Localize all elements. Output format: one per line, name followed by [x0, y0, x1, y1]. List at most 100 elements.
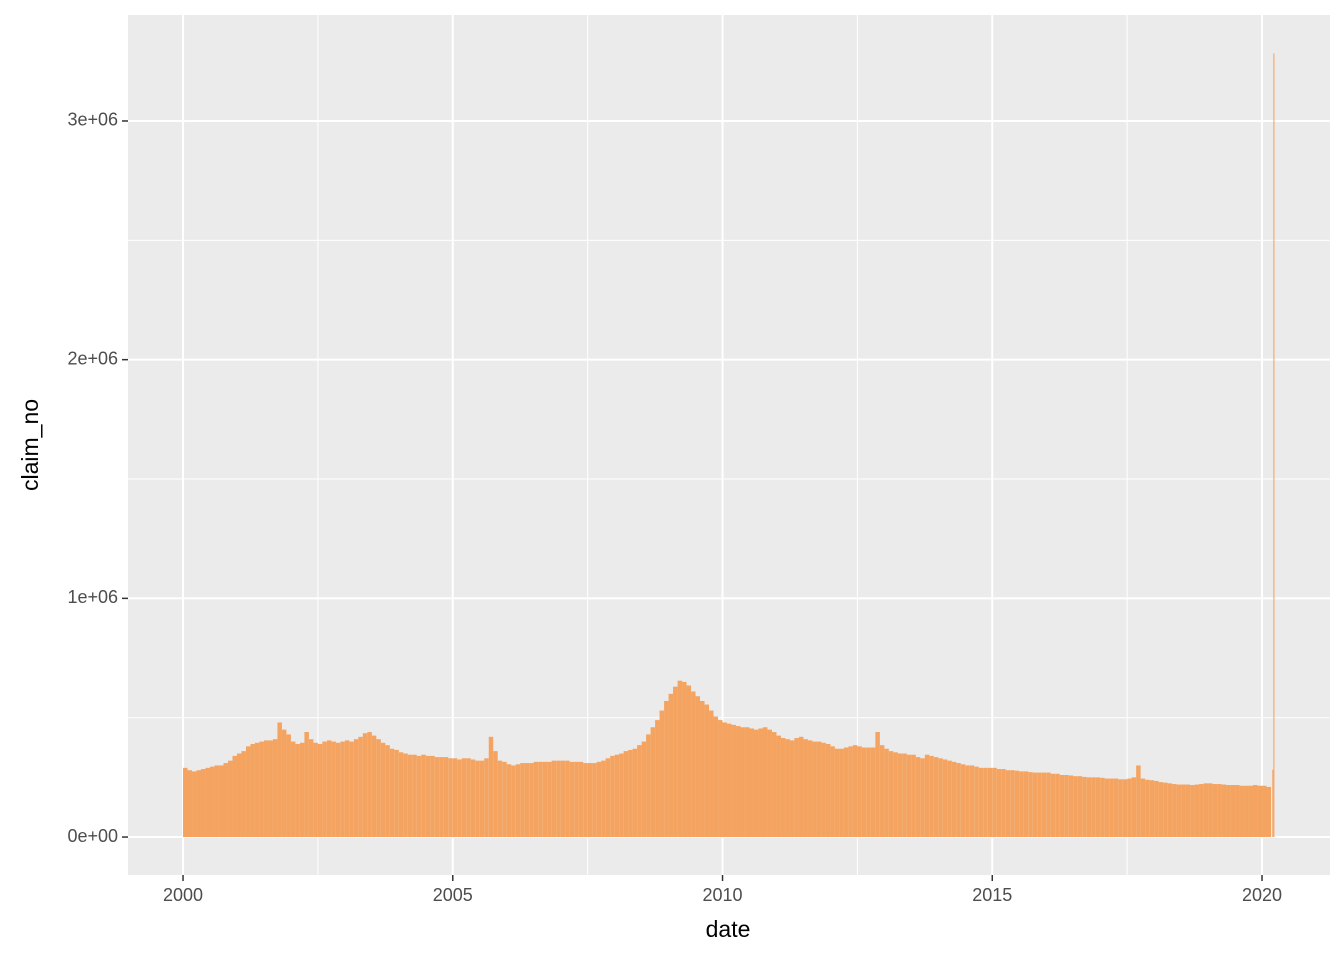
y-tick-label: 1e+06 [67, 587, 118, 607]
bar [857, 746, 862, 838]
bar [861, 747, 867, 838]
bar [812, 741, 817, 838]
bar [376, 739, 381, 838]
bar [295, 743, 300, 838]
bar [1037, 772, 1042, 838]
bar [389, 748, 395, 838]
bar [655, 720, 660, 838]
bar [506, 764, 512, 838]
bar [1203, 783, 1209, 838]
bar [1244, 785, 1249, 838]
bar [569, 761, 575, 838]
bar [1163, 782, 1168, 838]
bar [794, 737, 799, 838]
bar [1041, 772, 1047, 838]
bar [538, 761, 543, 838]
y-axis-title: claim_no [17, 399, 43, 491]
bar [475, 760, 480, 838]
bar [362, 733, 368, 838]
bar [1172, 784, 1177, 838]
bar [614, 754, 620, 838]
bar [524, 763, 530, 838]
bar [1154, 780, 1159, 838]
bar [1005, 770, 1011, 838]
bar [902, 753, 907, 838]
bar [920, 758, 925, 838]
bar [245, 746, 251, 838]
bar [1176, 784, 1182, 838]
bar [969, 765, 975, 838]
bar [695, 696, 701, 838]
bar [560, 760, 566, 838]
bar [1091, 777, 1096, 838]
bar [578, 761, 584, 838]
bar [574, 761, 579, 838]
bar [960, 764, 966, 838]
bar [897, 753, 903, 838]
bar [556, 760, 561, 838]
bar [942, 759, 948, 838]
bar [515, 764, 521, 838]
bar [1199, 784, 1204, 838]
bar [610, 755, 615, 838]
bar [592, 763, 597, 838]
bar [1023, 771, 1029, 838]
bar [789, 740, 795, 838]
bar [740, 727, 745, 838]
bar [1266, 786, 1271, 838]
bar [344, 740, 350, 838]
y-tick-label: 2e+06 [67, 348, 118, 368]
bar [331, 741, 336, 838]
bar [839, 748, 844, 838]
bar [659, 710, 665, 838]
bar [565, 760, 570, 838]
bar [335, 742, 341, 838]
bar [987, 767, 993, 838]
bar [583, 763, 588, 838]
bar [637, 745, 642, 838]
bar [227, 760, 233, 838]
bar [542, 761, 548, 838]
y-tick-label: 3e+06 [67, 110, 118, 130]
bar [830, 746, 835, 838]
bar [416, 755, 422, 838]
bar [1082, 776, 1087, 838]
bar [1077, 776, 1083, 838]
bar [722, 722, 728, 838]
bar [304, 732, 309, 838]
bar [1055, 773, 1060, 838]
bar [317, 743, 323, 838]
bar [668, 693, 674, 838]
bar [263, 740, 269, 838]
bar [533, 761, 539, 838]
bar [493, 751, 498, 838]
bar [1046, 772, 1051, 838]
bar [1221, 784, 1227, 838]
bar [236, 753, 242, 838]
bar [1208, 783, 1213, 838]
bar [290, 741, 296, 838]
bar [1239, 785, 1245, 838]
bar [700, 700, 705, 838]
bar [776, 735, 781, 838]
bar [484, 758, 489, 838]
bar [452, 758, 458, 838]
bar [1217, 784, 1222, 838]
bar [1032, 772, 1038, 838]
bar [1212, 784, 1218, 838]
bar [587, 763, 593, 838]
bar [371, 735, 377, 838]
bar [1127, 778, 1132, 838]
bar [241, 751, 246, 838]
bar [1158, 782, 1164, 838]
bar [403, 753, 408, 838]
bar [1131, 777, 1137, 838]
bar [1064, 774, 1069, 838]
bar [821, 742, 826, 838]
bar [187, 770, 193, 838]
bar [718, 720, 723, 838]
bar [272, 739, 278, 838]
bar [816, 741, 822, 838]
bar [1122, 779, 1128, 838]
